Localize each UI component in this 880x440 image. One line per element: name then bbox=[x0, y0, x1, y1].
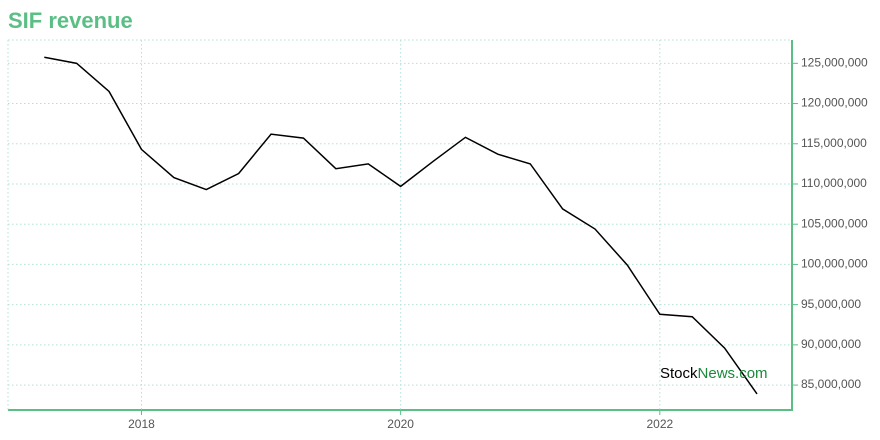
x-tick-label: 2020 bbox=[387, 417, 414, 431]
x-tick-label: 2022 bbox=[646, 417, 673, 431]
y-tick-label: 120,000,000 bbox=[801, 96, 868, 110]
chart-title: SIF revenue bbox=[8, 8, 133, 33]
y-tick-label: 105,000,000 bbox=[801, 216, 868, 230]
y-tick-label: 125,000,000 bbox=[801, 55, 868, 69]
line bbox=[44, 56, 758, 395]
y-tick-label: 90,000,000 bbox=[801, 337, 861, 351]
x-tick-label: 2018 bbox=[128, 417, 155, 431]
y-tick-label: 85,000,000 bbox=[801, 377, 861, 391]
y-tick-label: 110,000,000 bbox=[801, 176, 867, 190]
watermark: StockNews.com bbox=[660, 365, 768, 382]
y-tick-label: 95,000,000 bbox=[801, 297, 861, 311]
watermark-part: Stock bbox=[660, 365, 698, 382]
y-tick-label: 115,000,000 bbox=[801, 136, 867, 150]
y-tick-label: 100,000,000 bbox=[801, 257, 868, 271]
watermark-part: News.com bbox=[698, 365, 768, 382]
